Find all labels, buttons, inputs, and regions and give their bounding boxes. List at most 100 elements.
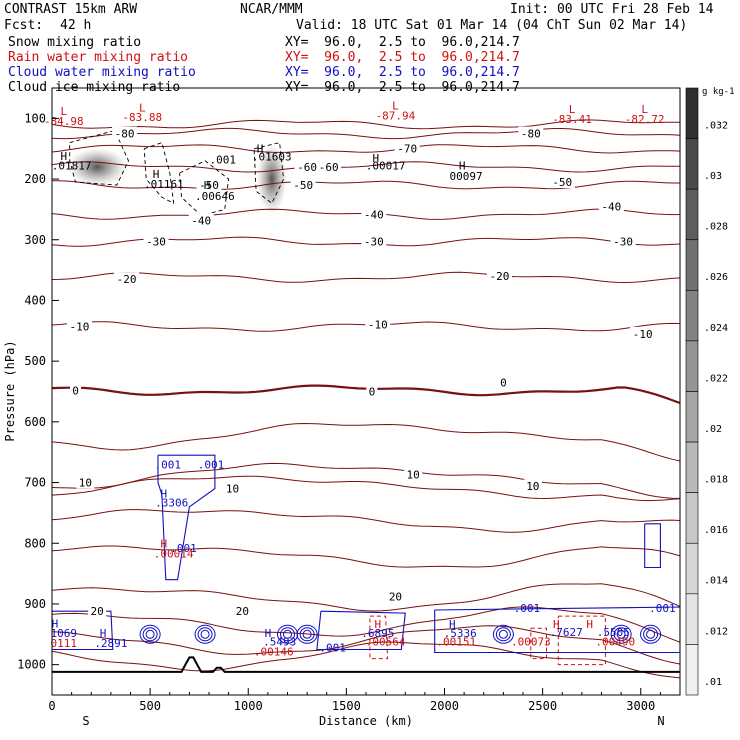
isotherm-label: -60 [297,161,317,174]
fcst-label: Fcst: [4,18,44,33]
extremum-label: .01817 [52,160,92,173]
y-tick-label: 700 [24,476,46,490]
isotherm-label: -20 [490,270,510,283]
y-tick-label: 400 [24,293,46,307]
extremum-label: L [60,105,67,118]
cloud-water-contour [498,629,508,639]
valid-time: Valid: 18 UTC Sat 01 Mar 14 (04 ChT Sun … [296,18,688,33]
label-background [497,375,509,389]
isotherm-label: -20 [117,273,137,286]
cloud-water-contour [280,627,295,642]
x-tick-label: 500 [139,699,161,713]
cloud-water-contour [434,606,680,654]
colorbar-tick-label: .02 [704,424,722,435]
extremum-label: .00646 [195,190,235,203]
isotherm-label: 0 [72,384,79,397]
cloud-water-contours [52,454,680,654]
isotherm [52,583,680,612]
cloud-water-contour [200,629,210,639]
extremum-label: .00017 [366,160,406,173]
label-background [518,126,544,140]
temperature-labels: -80 -80 -70 -60-60 -50 -50 -50 -40 -40 -40 -30 -30 -… [66,126,656,618]
extremum-label: .001 [649,602,676,615]
colorbar-swatch [685,290,699,342]
extremum-label: .2891 [94,637,127,650]
isotherm-label: -70 [397,143,417,156]
label-background [404,467,423,481]
extremum-label: -83.41 [552,113,592,126]
cloud-ice-contour [253,142,285,204]
cloud-water-contour [610,624,632,644]
extremum-label: .01161 [144,178,184,191]
extremum-label: H [161,537,168,550]
colorbar-swatch [685,340,699,392]
extremum-label: .001 [155,458,182,471]
colorbar-tick-label: .014 [704,576,728,587]
extremum-label: L [139,101,146,114]
cloud-water-contour [643,627,659,642]
colorbar-swatch [685,239,699,291]
label-background [366,384,378,398]
label-background [630,326,656,340]
colorbar-tick-label: .024 [704,323,728,334]
cloud-water-contour [640,624,662,644]
isotherm [52,127,680,140]
colorbar: .032 .03 .028 .026 .024 .022 .02 .018 .016 .014 .0… [685,87,728,696]
cloud-water-contour [194,624,216,644]
isotherm-label: 10 [79,477,92,490]
extremum-label: .5336 [444,627,477,640]
isotherm-label: 10 [226,483,239,496]
field-cloudwater-xy: XY= 96.0, 2.5 to 96.0,214.7 [285,65,520,80]
y-tick-label: 200 [24,172,46,186]
isotherm-label: 10 [526,480,539,493]
isotherm [52,422,680,462]
isotherm-label: 10 [406,469,419,482]
colorbar-swatch [685,441,699,493]
extremum-label: .00073 [511,636,551,649]
field-snow-xy: XY= 96.0, 2.5 to 96.0,214.7 [285,35,520,50]
isotherm-label: -30 [613,236,633,249]
extremum-label: -83.88 [122,111,162,124]
colorbar-tick-label: .03 [704,171,722,182]
model-title: CONTRAST 15km ARW [4,2,138,17]
y-tick-label: 500 [24,354,46,368]
extremum-label: 0111 [51,637,78,650]
field-rain: Rain water mixing ratio [8,50,189,65]
label-background [523,479,542,493]
extremum-label: .001 [209,154,236,167]
extremum-label: -87.94 [376,109,416,122]
extremum-label: .7627 [550,626,583,639]
isotherm [52,606,680,643]
temperature-contours [52,119,680,679]
label-background [549,175,575,189]
extremum-label: L [569,103,576,116]
colorbar-tick-label: .012 [704,626,728,637]
isotherm [52,475,680,502]
isotherm [52,641,680,679]
y-axis: 100 200 300 400 500 600 700 800 900 1000 [17,111,59,672]
fcst-value: 42 h [60,18,92,33]
label-background [76,475,95,489]
isotherm-label: -60 [319,161,339,174]
cloud-water-contour [616,629,626,639]
isotherm-label: -50 [552,176,572,189]
label-background [386,589,405,603]
y-tick-label: 300 [24,233,46,247]
y-axis-label: Pressure (hPa) [3,340,17,441]
colorbar-swatch [685,644,699,696]
isotherm-label: 20 [389,591,402,604]
colorbar-swatch [685,492,699,544]
label-background [88,604,107,618]
isotherm [52,180,680,190]
colorbar-tick-label: .018 [704,475,728,486]
cloud-water-contour [492,624,514,644]
x-tick-label: 2000 [430,699,459,713]
cloud-water-contour [299,627,315,642]
label-background [66,319,92,333]
extremum-label: H [100,627,107,640]
extremum-label: .00146 [254,645,294,658]
label-background [233,604,252,618]
isotherm-label: -10 [368,319,388,332]
isotherm [52,384,680,405]
